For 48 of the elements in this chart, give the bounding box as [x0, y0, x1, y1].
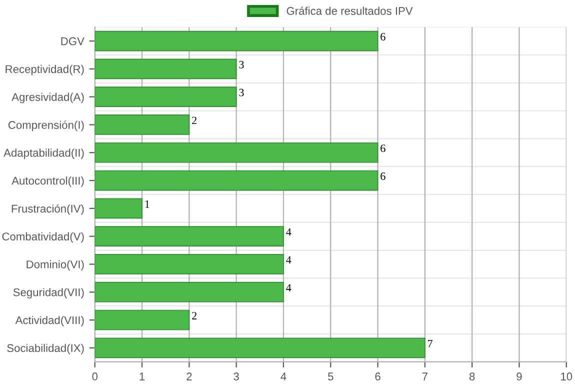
bar — [94, 30, 378, 52]
data-label: 4 — [286, 284, 292, 292]
x-tick-label: 6 — [375, 372, 380, 380]
x-tick-label: 1 — [140, 372, 145, 380]
bar — [94, 226, 284, 246]
y-tick-label: Sociabilidad(IX) — [7, 344, 84, 354]
y-tick-label: Dominio(VI) — [26, 260, 84, 271]
data-label: 2 — [192, 312, 196, 320]
y-tick-label: Adaptabilidad(II) — [4, 148, 84, 159]
bar — [94, 338, 426, 358]
data-label: 7 — [428, 340, 433, 348]
y-tick-label: Frustración(IV) — [12, 204, 84, 215]
x-tick-label: 2 — [186, 372, 192, 380]
bar — [94, 282, 284, 302]
y-tick-label: Comprensión(I) — [8, 120, 84, 132]
data-label: 1 — [145, 200, 150, 208]
data-label: 2 — [192, 116, 196, 124]
data-label: 4 — [286, 228, 292, 236]
bar — [94, 114, 190, 135]
y-tick-label: Seguridad(VII) — [13, 288, 84, 298]
data-label: 6 — [380, 33, 386, 40]
data-label: 3 — [239, 88, 244, 96]
bar — [94, 170, 378, 191]
x-tick-label: 9 — [516, 372, 522, 380]
bar — [94, 142, 378, 163]
legend-label: Gráfica de resultados IPV — [286, 6, 413, 15]
data-label: 6 — [380, 172, 386, 180]
x-tick-label: 4 — [280, 372, 286, 380]
x-tick-label: 0 — [92, 372, 98, 380]
data-label: 6 — [380, 144, 386, 152]
bar — [94, 86, 237, 108]
x-tick-label: 8 — [469, 372, 475, 380]
y-tick-label: Combatividad(V) — [2, 232, 84, 243]
bar — [94, 254, 284, 274]
data-label: 3 — [239, 60, 244, 68]
x-tick-label: 7 — [422, 372, 428, 380]
x-tick-label: 5 — [328, 372, 334, 380]
x-tick-label: 3 — [234, 372, 239, 380]
bar — [94, 310, 190, 330]
bar — [94, 198, 142, 219]
y-tick-label: Agresividad(A) — [12, 92, 84, 104]
bar — [94, 58, 237, 80]
y-tick-label: Receptividad(R) — [6, 64, 84, 76]
y-tick-label: DGV — [61, 37, 84, 46]
x-tick-label: 10 — [561, 372, 572, 380]
y-tick-label: Autocontrol(III) — [12, 176, 84, 187]
data-label: 4 — [286, 256, 292, 264]
y-tick-label: Actividad(VIII) — [15, 316, 84, 326]
